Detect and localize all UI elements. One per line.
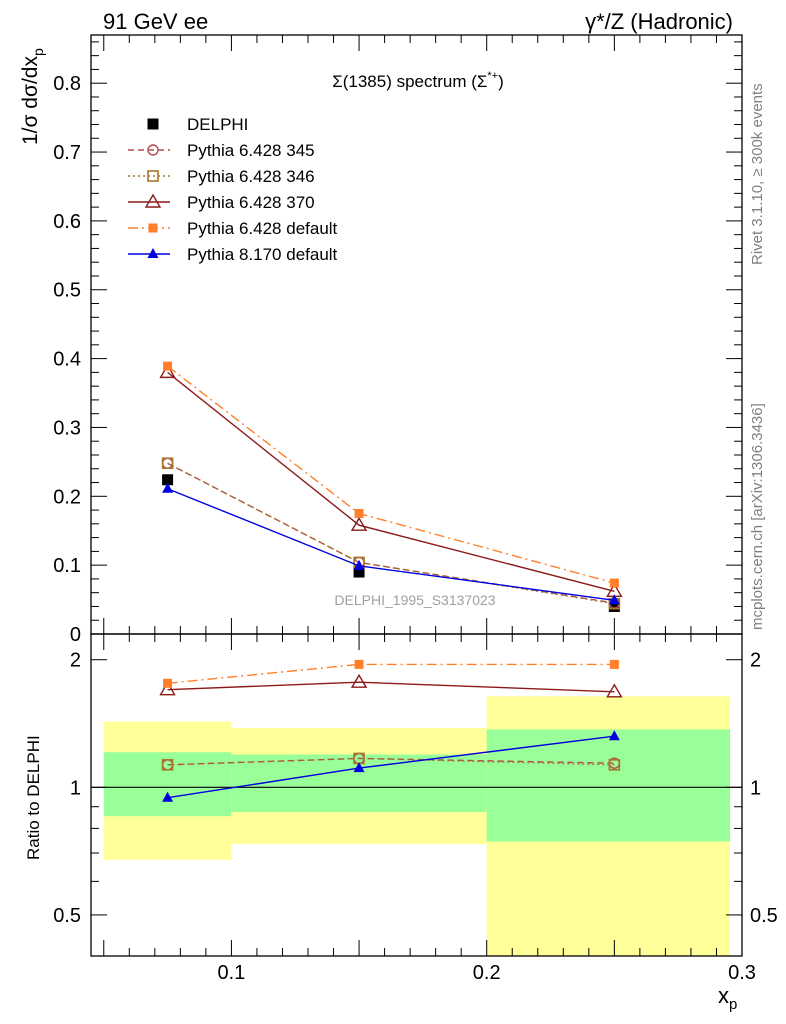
- main-line-p370: [167, 371, 615, 592]
- main-point-p6def-0: [163, 361, 173, 371]
- legend-entry-p8def: Pythia 8.170 default: [128, 245, 338, 264]
- legend: DELPHI Pythia 6.428 345 Pythia 6.428 346 Py…: [128, 115, 338, 264]
- main-series-data: [162, 474, 620, 612]
- main-point-p8def-2: [608, 594, 620, 605]
- main-point-data-0: [162, 474, 174, 486]
- ratio-series-p370: [159, 673, 623, 698]
- main-line-p8def: [167, 488, 615, 601]
- legend-marker-p6def: [148, 223, 158, 233]
- legend-entry-data: DELPHI: [147, 115, 248, 134]
- main-series-p370: [159, 363, 623, 598]
- main-point-p346-0: [161, 457, 174, 470]
- ratio-ylabel: Ratio to DELPHI: [24, 735, 43, 860]
- ratio-point-p8def-0: [162, 791, 174, 802]
- legend-marker-p8def: [147, 248, 159, 258]
- ratio-line-p346: [167, 757, 615, 766]
- x-tick-label: 0.3: [728, 962, 756, 984]
- analysis-watermark: DELPHI_1995_S3137023: [334, 592, 495, 608]
- legend-label-p345: Pythia 6.428 345: [187, 141, 315, 160]
- ratio-y-tick-label-left: 1: [70, 777, 81, 799]
- main-point-data-2: [608, 600, 620, 612]
- ratio-band-inner-0: [103, 752, 232, 817]
- legend-marker-data: [147, 118, 159, 130]
- main-point-p8def-1: [353, 559, 365, 570]
- main-point-p6def-1: [354, 509, 364, 519]
- ratio-frame: [90, 633, 743, 957]
- ratio-band-inner-2: [486, 729, 730, 842]
- x-tick-label: 0.2: [473, 962, 501, 984]
- rivet-version-label: Rivet 3.1.10, ≥ 300k events: [749, 83, 766, 265]
- ratio-point-p346-2: [608, 759, 621, 771]
- main-line-p6def: [167, 365, 615, 584]
- main-title: Σ(1385) spectrum (Σ*+): [332, 70, 504, 91]
- ratio-point-p346-0: [161, 759, 174, 771]
- ratio-point-p6def-2: [609, 659, 619, 669]
- axes-layer: 0.1 0.2 0.3 0 0.1 0.2 0.3 0.4 0.5 0.6 0.7 0.8 0.5 0.5…: [53, 34, 778, 984]
- main-y-tick-label: 0.4: [53, 349, 81, 371]
- legend-marker-p346: [147, 170, 159, 182]
- main-point-data-1: [353, 566, 365, 578]
- ratio-point-p6def-1: [354, 659, 364, 669]
- ratio-point-p370-1: [350, 673, 368, 688]
- header-right: γ*/Z (Hadronic): [585, 9, 733, 34]
- legend-entry-p6def: Pythia 6.428 default: [128, 219, 338, 238]
- ratio-y-tick-label-right: 1: [750, 777, 761, 799]
- ratio-series-p6def: [163, 659, 619, 688]
- ratio-series-p8def: [162, 730, 620, 802]
- mcplots-label: mcplots.cern.ch [arXiv:1306.3436]: [749, 403, 766, 630]
- main-point-p8def-0: [162, 482, 174, 493]
- legend-entry-p345: Pythia 6.428 345: [128, 141, 315, 160]
- legend-label-data: DELPHI: [187, 115, 248, 134]
- main-y-tick-label: 0.1: [53, 555, 81, 577]
- legend-label-p346: Pythia 6.428 346: [187, 167, 315, 186]
- legend-entry-p370: Pythia 6.428 370: [128, 193, 315, 212]
- main-y-tick-label: 0.2: [53, 486, 81, 508]
- legend-marker-p370: [144, 193, 162, 208]
- ratio-point-p8def-2: [608, 730, 620, 741]
- main-y-tick-label: 0.8: [53, 73, 81, 95]
- ratio-line-p6def: [167, 663, 615, 684]
- ratio-uncertainty-bands: [91, 696, 742, 956]
- legend-marker-p345: [147, 144, 159, 156]
- main-y-tick-label: 0: [70, 624, 81, 646]
- ratio-point-p370-2: [606, 683, 623, 698]
- main-point-p6def-2: [609, 578, 619, 588]
- main-y-tick-label: 0.7: [53, 142, 81, 164]
- legend-label-p6def: Pythia 6.428 default: [187, 219, 338, 238]
- main-series-p6def: [163, 361, 619, 588]
- main-series-p8def: [162, 482, 620, 605]
- legend-label-p8def: Pythia 8.170 default: [187, 245, 338, 264]
- ratio-y-tick-label-right: 0.5: [750, 905, 778, 927]
- ratio-line-p370: [167, 681, 615, 693]
- legend-entry-p346: Pythia 6.428 346: [128, 167, 315, 186]
- legend-label-p370: Pythia 6.428 370: [187, 193, 315, 212]
- main-point-p370-1: [350, 516, 368, 531]
- header-left: 91 GeV ee: [103, 9, 208, 34]
- main-y-tick-label: 0.6: [53, 211, 81, 233]
- ratio-y-tick-label-left: 2: [70, 650, 81, 672]
- main-y-tick-label: 0.3: [53, 417, 81, 439]
- ratio-point-p6def-0: [163, 678, 173, 688]
- main-y-tick-label: 0.5: [53, 280, 81, 302]
- ratio-point-p8def-1: [353, 762, 365, 773]
- xlabel: xp: [718, 983, 737, 1013]
- main-series-layer: [159, 361, 623, 612]
- ratio-point-p370-0: [159, 681, 176, 696]
- ratio-y-tick-label-right: 2: [750, 650, 761, 672]
- ratio-y-tick-label-left: 0.5: [53, 905, 81, 927]
- ratio-series-layer: [159, 659, 623, 802]
- x-tick-label: 0.1: [218, 962, 246, 984]
- main-ylabel: 1/σ dσ/dxp: [19, 48, 46, 145]
- main-point-p370-0: [159, 363, 176, 379]
